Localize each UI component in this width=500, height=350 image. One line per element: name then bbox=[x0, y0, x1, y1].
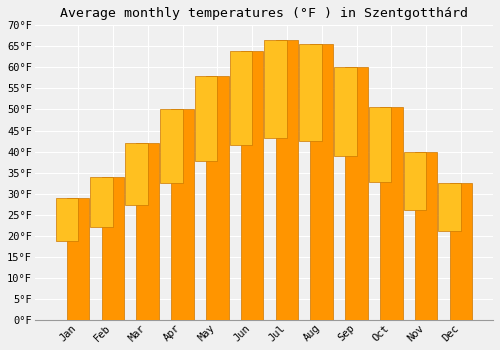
Bar bbox=[206, 76, 229, 320]
Bar bbox=[125, 143, 148, 205]
Bar bbox=[102, 177, 124, 320]
Bar bbox=[438, 183, 461, 231]
Bar bbox=[136, 143, 159, 320]
Bar bbox=[67, 198, 90, 320]
Bar bbox=[264, 40, 287, 138]
Bar bbox=[310, 44, 333, 320]
Bar bbox=[334, 67, 356, 156]
Bar bbox=[404, 152, 426, 210]
Bar bbox=[160, 110, 182, 183]
Bar bbox=[415, 152, 438, 320]
Bar bbox=[368, 107, 392, 182]
Bar bbox=[241, 50, 264, 320]
Title: Average monthly temperatures (°F ) in Szentgotthárd: Average monthly temperatures (°F ) in Sz… bbox=[60, 7, 468, 20]
Bar bbox=[194, 76, 218, 161]
Bar bbox=[90, 177, 113, 227]
Bar bbox=[299, 44, 322, 141]
Bar bbox=[380, 107, 402, 320]
Bar bbox=[345, 67, 368, 320]
Bar bbox=[450, 183, 472, 320]
Bar bbox=[230, 50, 252, 145]
Bar bbox=[171, 110, 194, 320]
Bar bbox=[56, 198, 78, 240]
Bar bbox=[276, 40, 298, 320]
